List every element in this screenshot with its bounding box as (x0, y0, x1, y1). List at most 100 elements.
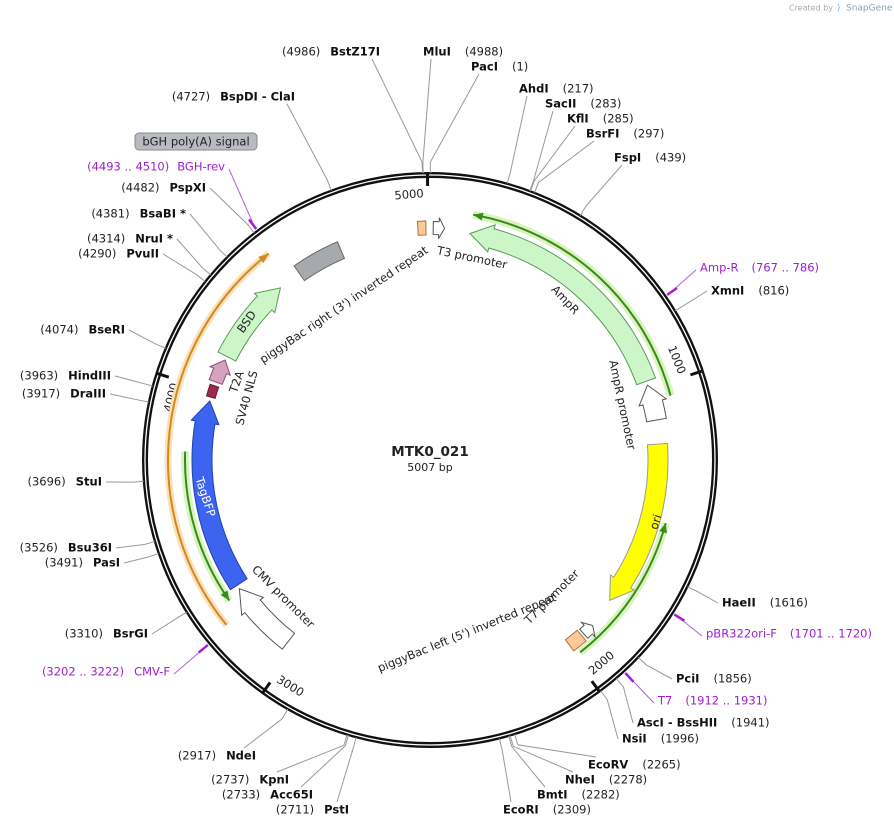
site-position: (3491) (45, 556, 83, 570)
site-leader (508, 735, 546, 788)
site-position: (4986) (282, 45, 320, 59)
site-leader (514, 734, 597, 758)
cmv-strand (184, 451, 231, 602)
feature-shape (432, 217, 446, 239)
site-leader (615, 678, 634, 724)
plasmid-name: MTK0_021 (391, 444, 468, 460)
feature-shape (190, 400, 248, 591)
site-name: HaeII (722, 596, 756, 610)
site-leader (300, 735, 349, 788)
site-leader (276, 734, 348, 773)
feature-shape (609, 442, 669, 602)
site-leader (687, 586, 719, 604)
site-leader (371, 58, 423, 174)
feature-callout (134, 132, 258, 151)
primer-name: pBR322ori-F (706, 627, 777, 641)
site-position: (2309) (553, 803, 591, 817)
ampr-strand (473, 213, 672, 396)
site-leader (128, 329, 166, 349)
feature-shape (469, 224, 657, 386)
site-leader (534, 140, 595, 193)
ruler-tick (155, 371, 170, 379)
site-position: (3696) (28, 475, 66, 489)
primer-range: (3202 .. 3222) (42, 665, 124, 679)
primer-site (666, 286, 678, 296)
ruler-tick (261, 681, 272, 694)
primer-name: T7 (657, 694, 672, 708)
site-position: (2917) (178, 749, 216, 763)
site-leader (674, 290, 708, 312)
site-name: BsrFI (586, 127, 619, 141)
site-leader (105, 480, 144, 483)
site-position: (1996) (661, 732, 699, 746)
ruler-label: 1000 (665, 344, 689, 376)
site-position: (2265) (642, 758, 680, 772)
credit: Created by (789, 4, 833, 13)
site-position: (816) (758, 284, 789, 298)
site-name: EcoRI (503, 803, 539, 817)
site-position: (2737) (211, 773, 249, 787)
site-name: BstZ17I (330, 45, 380, 59)
site-name: BspDI - ClaI (220, 90, 295, 104)
primer-name: CMV-F (134, 665, 170, 679)
ori-strand (579, 522, 667, 654)
site-name: BseRI (88, 323, 125, 337)
feature-shape (205, 383, 220, 400)
brand-icon: ⟩ (837, 4, 841, 14)
site-leader (579, 164, 623, 216)
feature-shape (217, 287, 282, 362)
feature-shape (579, 621, 596, 639)
site-position: (1616) (770, 596, 808, 610)
site-leader (530, 125, 576, 192)
site-name: AhdI (519, 82, 549, 96)
site-leader (509, 735, 574, 773)
site-leader (243, 708, 289, 749)
site-name: SacII (545, 97, 576, 111)
ruler-label: 5000 (394, 186, 424, 202)
site-position: (3526) (20, 541, 58, 555)
primer-range: (4493 .. 4510) (87, 160, 169, 174)
site-leader (638, 656, 673, 680)
site-name: StuI (76, 475, 102, 489)
ruler-tick (689, 369, 704, 377)
site-position: (2282) (582, 788, 620, 802)
site-position: (1) (512, 60, 528, 74)
primer-site (248, 218, 258, 230)
site-name: KflI (567, 112, 589, 126)
site-name: EcoRV (588, 758, 628, 772)
site-name: NsiI (622, 732, 647, 746)
ori-strand-head (659, 523, 667, 534)
primer-range: (767 .. 786) (752, 261, 820, 275)
site-name: BsaBI * (140, 207, 186, 221)
feature-shape (638, 384, 668, 423)
site-position: (4290) (78, 247, 116, 261)
transposon-strand (167, 252, 270, 626)
ruler-tick (590, 680, 601, 693)
site-leader (209, 187, 255, 234)
primer-site (624, 672, 635, 683)
site-position: (217) (563, 82, 594, 96)
site-leader (506, 95, 528, 184)
feature-label: ori (647, 513, 665, 532)
site-position: (1941) (731, 716, 769, 730)
ruler-label: 2000 (586, 648, 617, 678)
primer-name: Amp-R (700, 261, 739, 275)
site-name: PspXI (170, 181, 206, 195)
site-name: Acc65I (270, 788, 313, 802)
site-leader (109, 393, 149, 403)
site-position: (2733) (222, 788, 260, 802)
site-name: BsrGI (113, 627, 148, 641)
feature-shape (564, 629, 587, 652)
backbone (142, 172, 718, 748)
site-name: AscI - BssHII (637, 716, 717, 730)
cmv-strand-head (220, 590, 230, 601)
primer-leader (228, 168, 255, 227)
site-name: NheI (565, 773, 595, 787)
feature-label: piggyBac left (5') inverted repeat (375, 590, 558, 675)
site-name: BmtI (537, 788, 568, 802)
site-name: XmnI (711, 284, 744, 298)
site-position: (2278) (609, 773, 647, 787)
site-leader (286, 103, 332, 191)
site-name: PstI (324, 803, 349, 817)
primer-site (673, 613, 686, 622)
